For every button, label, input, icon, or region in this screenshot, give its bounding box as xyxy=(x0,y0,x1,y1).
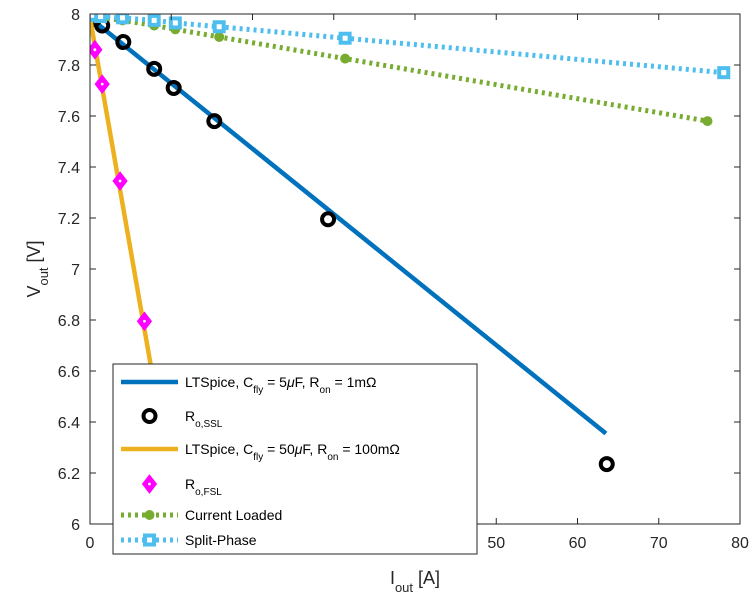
x-tick-label: 50 xyxy=(487,535,505,552)
x-axis-label: Iout [A] xyxy=(390,568,440,595)
data-point-split-7 xyxy=(717,66,731,80)
data-point-split-4 xyxy=(168,16,182,30)
y-tick-label: 6.4 xyxy=(58,415,80,432)
y-tick-label: 7.2 xyxy=(58,211,80,228)
legend-box xyxy=(112,363,478,555)
series-line-lt2 xyxy=(90,17,154,372)
legend: LTSpice, Cfly = 5μF, Ron = 1mΩ Ro,SSL LTSp… xyxy=(112,363,478,555)
legend-swatch-fsl xyxy=(141,474,158,494)
y-tick-label: 8 xyxy=(71,7,80,24)
data-point-current-5 xyxy=(214,31,225,42)
legend-label-lt2: LTSpice, Cfly = 50μF, Ron = 100mΩ xyxy=(185,441,400,463)
y-tick-label: 6.6 xyxy=(58,364,80,381)
data-point-split-1 xyxy=(94,14,108,24)
legend-label-ssl: Ro,SSL xyxy=(185,408,223,430)
x-tick-label: 80 xyxy=(731,535,749,552)
data-point-ssl-7 xyxy=(598,456,615,473)
legend-entry-current: Current Loaded xyxy=(121,507,282,523)
legend-entry-lt1: LTSpice, Cfly = 5μF, Ron = 1mΩ xyxy=(121,374,377,396)
y-axis-label: Vout [V] xyxy=(24,240,51,297)
legend-entry-split: Split-Phase xyxy=(121,532,257,548)
data-point-ssl-5 xyxy=(206,113,223,130)
legend-entry-lt2: LTSpice, Cfly = 50μF, Ron = 100mΩ xyxy=(121,441,400,463)
legend-swatch-current xyxy=(144,510,155,520)
legend-label-current: Current Loaded xyxy=(185,507,282,523)
y-tick-label: 7.4 xyxy=(58,160,80,177)
data-point-ssl-6 xyxy=(320,211,337,228)
series-line-split xyxy=(92,14,724,76)
data-point-split-3 xyxy=(147,14,161,27)
data-point-ssl-4 xyxy=(165,79,182,96)
x-tick-label: 70 xyxy=(650,535,668,552)
legend-entry-fsl: Ro,FSL xyxy=(141,474,222,498)
data-point-current-7 xyxy=(702,116,713,127)
data-point-split-6 xyxy=(338,31,352,45)
y-tick-label: 7 xyxy=(71,262,80,279)
legend-swatch-ssl xyxy=(141,408,158,424)
data-point-split-5 xyxy=(212,20,226,34)
series-line-current xyxy=(92,14,708,124)
y-tick-label: 6.2 xyxy=(58,466,80,483)
data-point-current-6 xyxy=(340,53,351,64)
x-tick-label: 60 xyxy=(569,535,587,552)
x-tick-label: 0 xyxy=(86,535,95,552)
legend-label-fsl: Ro,FSL xyxy=(185,476,222,498)
data-point-fsl-2 xyxy=(112,171,128,191)
legend-entry-ssl: Ro,SSL xyxy=(141,408,223,430)
data-point-fsl-3 xyxy=(136,311,153,332)
y-tick-label: 7.8 xyxy=(58,58,80,75)
data-point-split-2 xyxy=(116,14,129,25)
legend-label-split: Split-Phase xyxy=(185,532,257,548)
y-tick-label: 6.8 xyxy=(58,313,80,330)
data-point-ssl-2 xyxy=(115,34,132,51)
data-point-fsl-1 xyxy=(94,74,110,94)
y-tick-label: 7.6 xyxy=(58,109,80,126)
series-line-lt1 xyxy=(90,16,608,436)
data-point-ssl-3 xyxy=(146,60,163,77)
y-tick-label: 6 xyxy=(71,517,80,534)
legend-swatch-split xyxy=(143,533,156,547)
legend-label-lt1: LTSpice, Cfly = 5μF, Ron = 1mΩ xyxy=(185,374,377,396)
